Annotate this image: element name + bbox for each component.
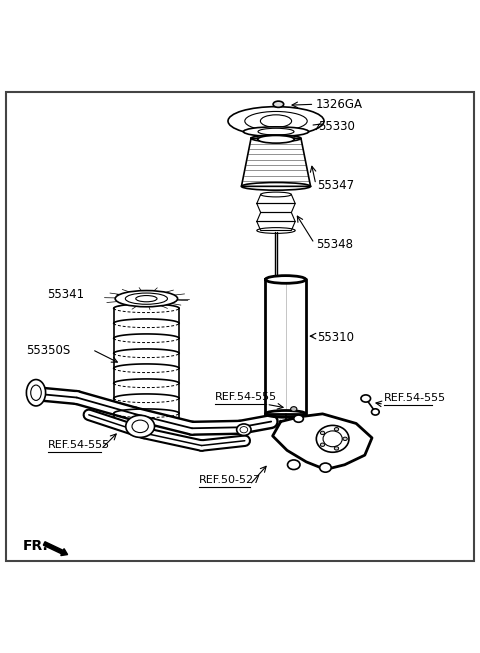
Polygon shape <box>273 414 372 470</box>
Text: REF.50-527: REF.50-527 <box>199 475 262 485</box>
Ellipse shape <box>243 127 309 136</box>
Ellipse shape <box>290 407 297 411</box>
Ellipse shape <box>320 431 324 435</box>
Ellipse shape <box>228 106 324 135</box>
Text: 55348: 55348 <box>316 238 353 251</box>
Ellipse shape <box>294 415 303 422</box>
Polygon shape <box>257 204 295 212</box>
Ellipse shape <box>316 425 349 453</box>
Ellipse shape <box>320 443 324 447</box>
Text: 55347: 55347 <box>317 179 354 192</box>
Text: REF.54-555: REF.54-555 <box>48 440 110 451</box>
Text: REF.54-555: REF.54-555 <box>215 392 277 402</box>
Text: 55330: 55330 <box>318 120 355 133</box>
Ellipse shape <box>237 424 251 436</box>
Text: 55350S: 55350S <box>26 344 71 357</box>
Ellipse shape <box>265 276 306 283</box>
Text: FR.: FR. <box>23 539 49 553</box>
Ellipse shape <box>26 379 46 406</box>
Ellipse shape <box>258 135 294 143</box>
Text: 55341: 55341 <box>47 288 84 301</box>
Polygon shape <box>257 195 295 204</box>
Ellipse shape <box>261 192 291 197</box>
Text: REF.54-555: REF.54-555 <box>384 393 446 404</box>
Ellipse shape <box>320 463 331 472</box>
Polygon shape <box>257 212 295 221</box>
Ellipse shape <box>343 437 348 441</box>
Text: 1326GA: 1326GA <box>316 98 363 111</box>
Ellipse shape <box>372 409 379 415</box>
Ellipse shape <box>361 395 371 402</box>
Ellipse shape <box>335 428 339 431</box>
Ellipse shape <box>115 291 178 307</box>
Ellipse shape <box>288 460 300 470</box>
Polygon shape <box>241 138 311 186</box>
Ellipse shape <box>273 101 284 107</box>
Ellipse shape <box>335 447 339 450</box>
Polygon shape <box>265 279 306 414</box>
Ellipse shape <box>126 415 155 438</box>
Polygon shape <box>257 221 295 231</box>
FancyArrow shape <box>43 542 68 556</box>
Text: 55310: 55310 <box>317 330 354 343</box>
